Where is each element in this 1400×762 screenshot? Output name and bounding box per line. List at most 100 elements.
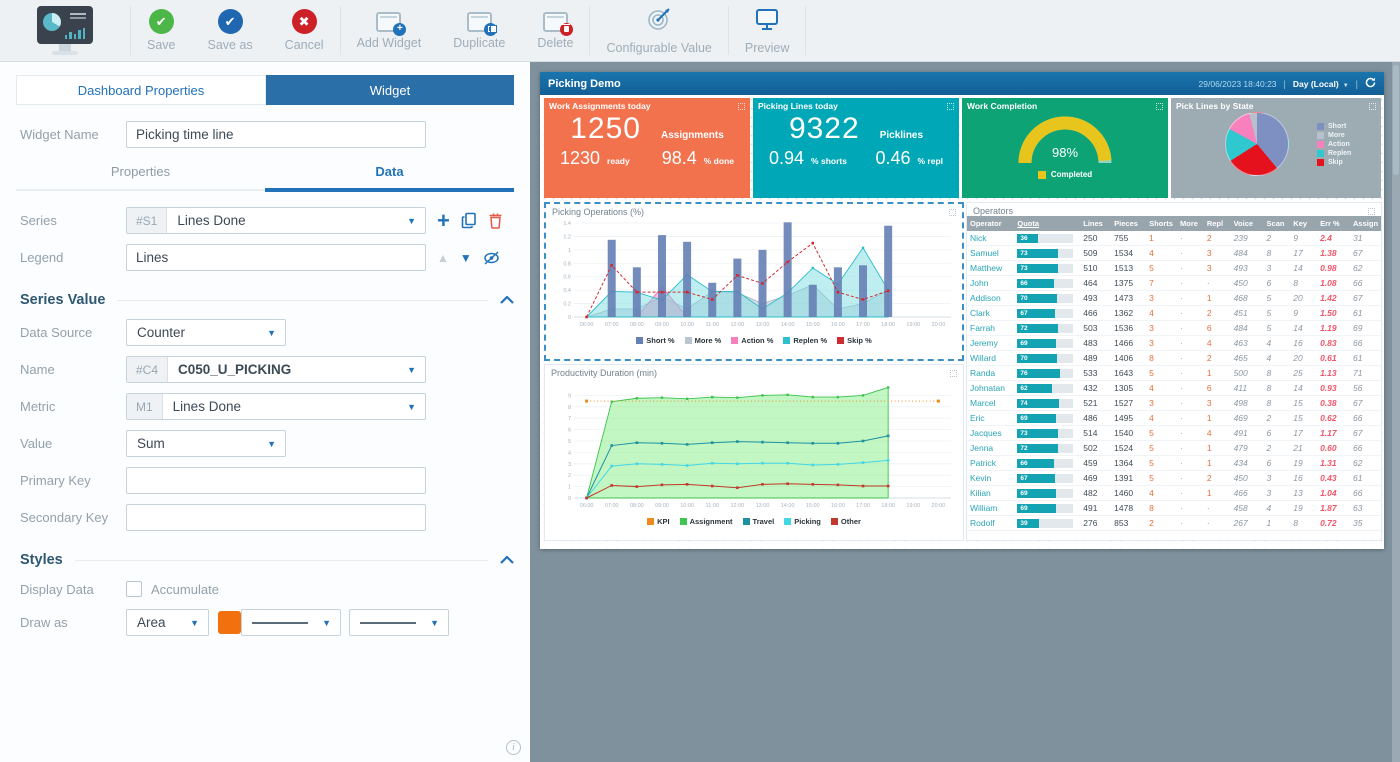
column-header[interactable]: Pieces (1111, 216, 1147, 231)
svg-text:1.2: 1.2 (563, 234, 571, 240)
info-icon[interactable] (506, 740, 521, 755)
tab-dashboard-properties[interactable]: Dashboard Properties (16, 75, 266, 105)
widget-productivity-duration[interactable]: Productivity Duration (min) 0 1 2 3 4 5 6 7 8 9 06… (544, 364, 964, 541)
widget-operators-table[interactable]: Operators Operator Quota Lines Pieces Shorts… (966, 202, 1382, 541)
svg-text:06:00: 06:00 (580, 322, 594, 328)
dashboard-workarea: Picking Demo 29/06/2023 18:40:23 Day (Lo… (530, 62, 1400, 762)
column-header[interactable]: Scan (1263, 216, 1291, 231)
widget-work-completion-gauge[interactable]: Work Completion 98%01250 Completed (962, 98, 1168, 198)
scrollbar-thumb[interactable] (1393, 65, 1399, 175)
expand-icon[interactable] (950, 369, 957, 377)
expand-icon[interactable] (1156, 102, 1163, 110)
expand-icon[interactable] (947, 102, 954, 110)
collapse-section-icon[interactable] (500, 551, 514, 569)
column-header[interactable]: Voice (1230, 216, 1264, 231)
primary-key-input[interactable] (126, 467, 426, 494)
svg-text:0.4: 0.4 (563, 288, 571, 294)
table-row: Farrah 72 503 1536 3 · 6 484 5 14 1.19 69 (967, 320, 1381, 336)
quota-bar: 67 (1017, 308, 1074, 318)
line-width-select[interactable] (349, 609, 449, 636)
dashboard-canvas[interactable]: Work Assignments today 1250 Assignments … (540, 95, 1384, 549)
legend-input[interactable] (126, 244, 426, 271)
operators-table: Operator Quota Lines Pieces Shorts More Repl Vo… (967, 216, 1381, 531)
series-select[interactable]: #S1 Lines Done (126, 207, 426, 234)
accumulate-checkbox[interactable] (126, 581, 142, 597)
metric-tag: M1 (127, 394, 163, 419)
quota-bar: 74 (1017, 398, 1074, 408)
preview-button[interactable]: Preview (729, 0, 805, 61)
widget-picking-lines-tile[interactable]: Picking Lines today 9322 Picklines 0.94%… (753, 98, 959, 198)
expand-icon[interactable] (738, 102, 745, 110)
svg-text:4: 4 (568, 450, 571, 456)
subtab-properties[interactable]: Properties (110, 164, 171, 179)
line-style-sample (252, 621, 308, 624)
widget-work-assignments-tile[interactable]: Work Assignments today 1250 Assignments … (544, 98, 750, 198)
chevron-down-icon (322, 618, 340, 628)
add-widget-icon (376, 11, 407, 36)
subtab-data[interactable]: Data (265, 164, 514, 192)
widget-name-input[interactable] (126, 121, 426, 148)
quota-bar: 69 (1017, 503, 1074, 513)
collapse-section-icon[interactable] (500, 291, 514, 309)
column-header[interactable]: Assign (1350, 216, 1381, 231)
line-style-select[interactable] (241, 609, 341, 636)
add-widget-button[interactable]: Add Widget (341, 0, 438, 61)
widget-picking-operations[interactable]: Picking Operations (%) 0 0.2 0.4 0.6 0.8 1 1.2… (544, 202, 964, 361)
column-header[interactable]: Quota (1014, 216, 1081, 231)
column-header[interactable]: Operator (967, 216, 1015, 231)
table-row: Jacques 73 514 1540 5 · 4 491 6 17 1.17 67 (967, 425, 1381, 441)
data-source-select[interactable]: Counter (126, 319, 286, 346)
logo-pie-icon (43, 13, 61, 31)
column-header[interactable]: Shorts (1146, 216, 1178, 231)
table-row: John 66 464 1375 7 · · 450 6 8 1.08 66 (967, 275, 1381, 291)
svg-text:17:00: 17:00 (856, 322, 870, 328)
expand-icon[interactable] (1369, 102, 1376, 110)
duplicate-series-icon[interactable] (461, 212, 477, 229)
tab-widget[interactable]: Widget (266, 75, 514, 105)
series-color-swatch[interactable] (218, 611, 241, 634)
add-series-icon[interactable] (437, 210, 450, 232)
quota-bar: 62 (1017, 383, 1074, 393)
svg-text:09:00: 09:00 (655, 503, 669, 509)
table-row: Clark 67 466 1362 4 · 2 451 5 9 1.50 61 (967, 305, 1381, 321)
delete-button[interactable]: Delete (521, 0, 589, 61)
column-header[interactable]: Repl (1203, 216, 1231, 231)
series-value-section-title: Series Value (20, 292, 106, 308)
expand-icon[interactable] (1368, 207, 1375, 215)
save-as-button[interactable]: Save as (192, 0, 269, 61)
vertical-scrollbar[interactable] (1392, 62, 1400, 762)
value-select[interactable]: Sum (126, 430, 286, 457)
refresh-icon[interactable] (1365, 75, 1376, 93)
legend-item: Short % (636, 336, 675, 345)
period-dropdown[interactable]: Day (Local) (1293, 79, 1349, 89)
svg-text:0.2: 0.2 (563, 302, 571, 308)
move-down-icon[interactable] (460, 251, 472, 265)
quota-bar: 73 (1017, 248, 1074, 258)
column-header[interactable]: Lines (1080, 216, 1112, 231)
productivity-duration-chart: 0 1 2 3 4 5 6 7 8 9 06:00 07:00 08:00 09:00 10:00 11:00… (568, 386, 951, 509)
configurable-value-button[interactable]: Configurable Value (590, 0, 727, 61)
column-header[interactable]: Err % (1317, 216, 1351, 231)
logo-bars-icon (64, 28, 85, 39)
duplicate-button[interactable]: Duplicate (437, 0, 521, 61)
hide-series-icon[interactable] (483, 250, 500, 265)
table-row: Matthew 73 510 1513 5 · 3 493 3 14 0.98 62 (967, 260, 1381, 276)
secondary-key-label: Secondary Key (20, 510, 109, 525)
quota-bar: 73 (1017, 428, 1074, 438)
save-button[interactable]: Save (131, 0, 192, 61)
column-header[interactable]: Key (1290, 216, 1318, 231)
secondary-key-input[interactable] (126, 504, 426, 531)
pie-legend: Short More Action Replen Skip (1317, 122, 1351, 166)
move-up-icon[interactable] (437, 251, 449, 265)
column-header[interactable]: More (1177, 216, 1204, 231)
delete-series-icon[interactable] (488, 212, 503, 229)
draw-as-select[interactable]: Area (126, 609, 209, 636)
widget-pick-lines-by-state-pie[interactable]: Pick Lines by State Short More Action Reple… (1171, 98, 1381, 198)
series-tag: #S1 (127, 208, 168, 233)
table-row: Nick 36 250 755 1 · 2 239 2 9 2.4 31 (967, 231, 1381, 246)
cancel-button[interactable]: Cancel (269, 0, 340, 61)
legend-item: Replen (1317, 149, 1351, 157)
expand-icon[interactable] (949, 208, 956, 216)
metric-select[interactable]: M1 Lines Done (126, 393, 426, 420)
counter-name-select[interactable]: #C4 C050_U_PICKING (126, 356, 426, 383)
